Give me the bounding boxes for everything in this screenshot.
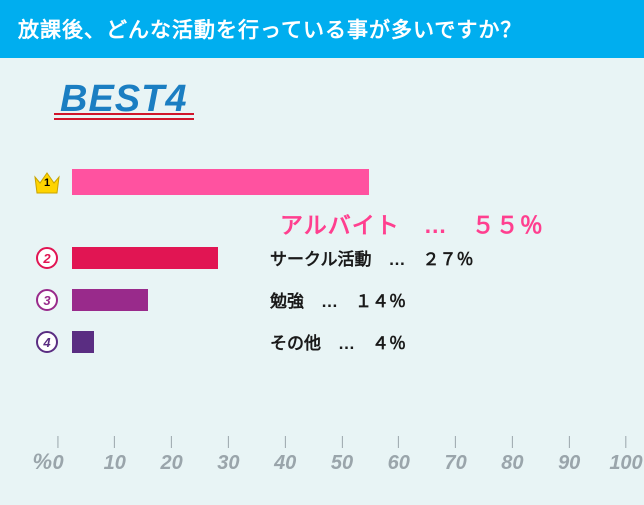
tick-label: 60 xyxy=(388,452,410,475)
axis-tick: 90 xyxy=(558,436,580,475)
tick-line xyxy=(398,436,399,448)
axis-tick: 60 xyxy=(388,436,410,475)
chart-row: 4 その他 … ４％ xyxy=(32,328,612,356)
crown-icon: 1 xyxy=(32,169,62,195)
axis-tick: 50 xyxy=(331,436,353,475)
tick-line xyxy=(171,436,172,448)
tick-label: 50 xyxy=(331,452,353,475)
chart-row: 1 xyxy=(32,168,612,196)
axis-tick: 80 xyxy=(501,436,523,475)
bar-1 xyxy=(72,169,369,195)
best4-underline xyxy=(54,113,194,123)
rank-badge-4: 4 xyxy=(32,328,62,356)
tick-line xyxy=(58,436,59,448)
chart-body: BEST4 1 2 xyxy=(0,58,644,505)
x-axis: % 0102030405060708090100 xyxy=(18,435,626,475)
tick-label: 70 xyxy=(444,452,466,475)
bar-2 xyxy=(72,247,218,269)
tick-label: 30 xyxy=(217,452,239,475)
axis-tick: 40 xyxy=(274,436,296,475)
tick-line xyxy=(512,436,513,448)
rank-badge-1: 1 xyxy=(32,168,62,196)
tick-label: 90 xyxy=(558,452,580,475)
axis-tick: 100 xyxy=(609,436,642,475)
tick-line xyxy=(569,436,570,448)
tick-label: 40 xyxy=(274,452,296,475)
axis-ticks: 0102030405060708090100 xyxy=(58,435,626,475)
item-label: その他 … ４％ xyxy=(270,329,406,354)
tick-label: 0 xyxy=(52,452,63,475)
question-title: 放課後、どんな活動を行っている事が多いですか？ xyxy=(18,19,522,42)
tick-label: 80 xyxy=(501,452,523,475)
circle-badge-icon: 3 xyxy=(36,289,58,311)
chart-row: 2 サークル活動 … ２７％ xyxy=(32,244,612,272)
question-header: 放課後、どんな活動を行っている事が多いですか？ xyxy=(0,0,644,58)
bar-track xyxy=(72,169,612,195)
circle-badge-icon: 2 xyxy=(36,247,58,269)
item-label: 勉強 … １４％ xyxy=(270,287,406,312)
axis-tick: 10 xyxy=(104,436,126,475)
tick-label: 100 xyxy=(609,452,642,475)
rank-badge-3: 3 xyxy=(32,286,62,314)
bar-chart: 1 2 サークル活動 … ２７％ 3 xyxy=(32,168,612,370)
rank-number: 1 xyxy=(32,177,62,189)
tick-line xyxy=(626,436,627,448)
rank-number: 4 xyxy=(43,335,50,350)
axis-tick: 30 xyxy=(217,436,239,475)
item-label: サークル活動 … ２７％ xyxy=(270,245,474,270)
tick-label: 10 xyxy=(104,452,126,475)
chart-row: 3 勉強 … １４％ xyxy=(32,286,612,314)
item-label-featured: アルバイト … ５５％ xyxy=(280,206,544,240)
axis-tick: 0 xyxy=(52,436,63,475)
tick-line xyxy=(455,436,456,448)
rank-number: 3 xyxy=(43,293,50,308)
tick-line xyxy=(114,436,115,448)
rank-number: 2 xyxy=(43,251,50,266)
axis-tick: 20 xyxy=(160,436,182,475)
tick-line xyxy=(228,436,229,448)
tick-line xyxy=(342,436,343,448)
bar-4 xyxy=(72,331,94,353)
rank-badge-2: 2 xyxy=(32,244,62,272)
axis-tick: 70 xyxy=(444,436,466,475)
bar-3 xyxy=(72,289,148,311)
tick-line xyxy=(285,436,286,448)
tick-label: 20 xyxy=(160,452,182,475)
circle-badge-icon: 4 xyxy=(36,331,58,353)
best4-badge: BEST4 xyxy=(60,78,187,121)
